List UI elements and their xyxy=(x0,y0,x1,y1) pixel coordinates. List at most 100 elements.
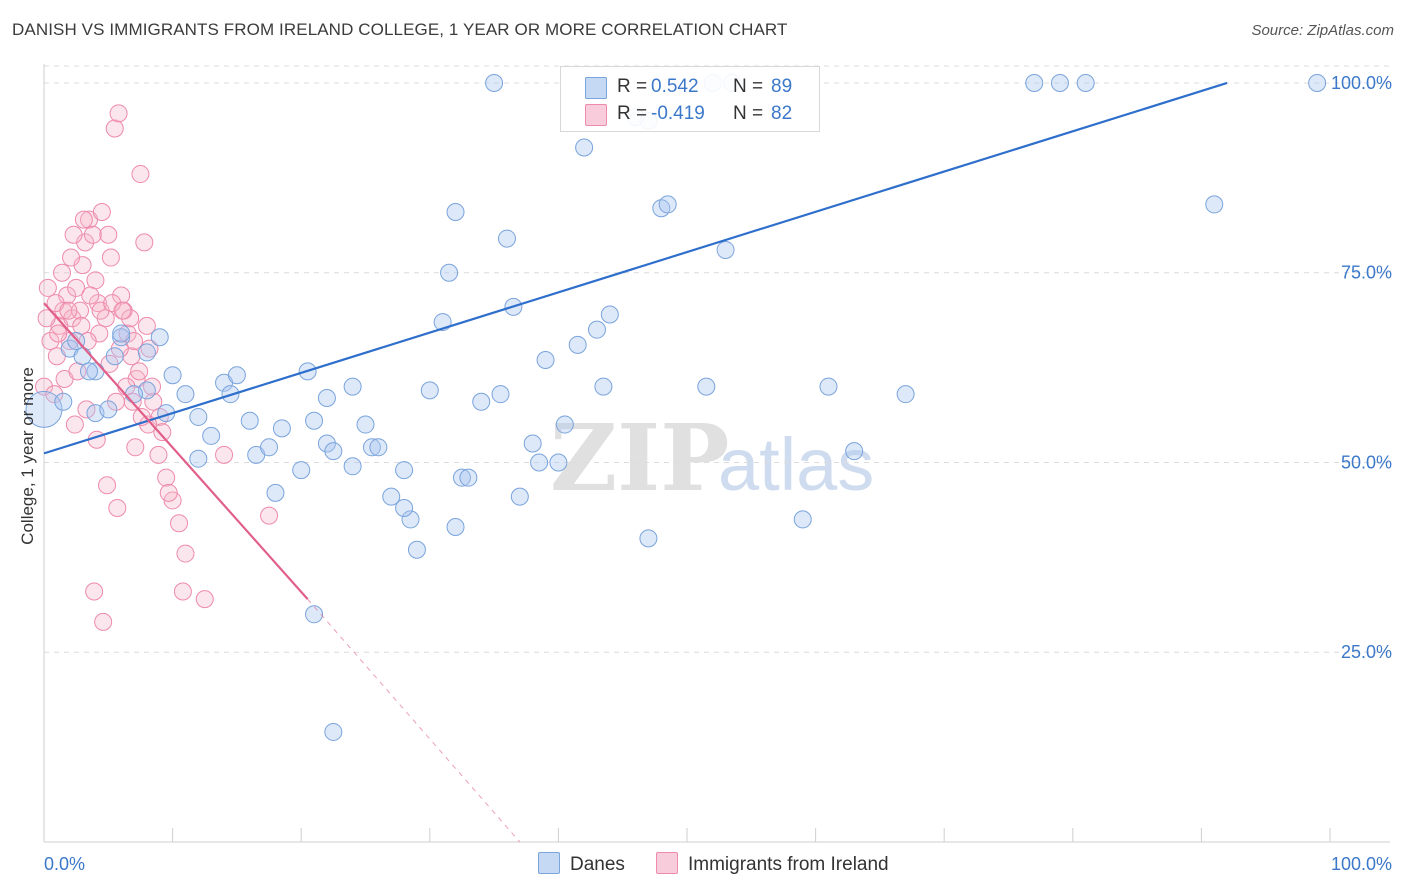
danes-point xyxy=(80,362,99,381)
ireland-point xyxy=(72,316,91,335)
danes-point xyxy=(549,453,568,472)
danes-point xyxy=(491,385,510,404)
ireland-point xyxy=(173,582,192,601)
y-tick-label: 25.0% xyxy=(1341,642,1392,662)
danes-r-value: 0.542 xyxy=(651,76,699,97)
ireland-point xyxy=(67,278,86,297)
ireland-point xyxy=(135,233,154,252)
ireland-point xyxy=(94,612,113,631)
danes-point xyxy=(112,328,131,347)
ireland-legend-swatch xyxy=(656,852,678,874)
ireland-point xyxy=(131,165,150,184)
ireland-point xyxy=(121,309,140,328)
danes-point xyxy=(395,461,414,480)
danes-point xyxy=(105,347,124,366)
danes-point xyxy=(575,138,594,157)
ireland-point xyxy=(38,278,57,297)
ireland-point xyxy=(74,210,93,229)
danes-point xyxy=(587,320,606,339)
danes-point xyxy=(73,347,92,366)
danes-point xyxy=(568,335,587,354)
ireland-point xyxy=(113,301,132,320)
y-axis-label: College, 1 year or more xyxy=(18,367,37,545)
ireland-point xyxy=(37,309,56,328)
danes-point xyxy=(1308,73,1327,92)
danes-n-label: N = xyxy=(733,76,764,97)
danes-point xyxy=(54,392,73,411)
ireland-point xyxy=(101,248,120,267)
ireland-point xyxy=(127,369,146,388)
bottom-legend-danes: Danes xyxy=(538,852,625,876)
ireland-point xyxy=(98,476,117,495)
ireland-point xyxy=(64,225,83,244)
ireland-point xyxy=(260,506,279,525)
ireland-point xyxy=(53,263,72,282)
y-tick-label: 50.0% xyxy=(1341,452,1392,472)
watermark-atlas: atlas xyxy=(718,423,874,506)
danes-r-label: R = xyxy=(617,76,648,97)
ireland-point xyxy=(35,377,53,396)
danes-point xyxy=(305,605,324,624)
ireland-point xyxy=(99,225,118,244)
danes-point xyxy=(227,366,246,385)
danes-point xyxy=(896,385,915,404)
chart-title: DANISH VS IMMIGRANTS FROM IRELAND COLLEG… xyxy=(12,20,788,39)
danes-point xyxy=(343,377,362,396)
ireland-point xyxy=(137,316,156,335)
ireland-trend-line xyxy=(43,302,309,600)
danes-point xyxy=(343,457,362,476)
ireland-point xyxy=(103,294,122,313)
correlation-legend: R = 0.542 N = 89 R = -0.419 N = 82 xyxy=(560,66,820,132)
danes-swatch xyxy=(585,77,607,99)
ireland-point xyxy=(41,332,60,351)
danes-point xyxy=(1076,73,1095,92)
danes-point xyxy=(594,377,613,396)
danes-point xyxy=(125,385,144,404)
danes-point xyxy=(112,324,131,343)
danes-point xyxy=(189,407,208,426)
ireland-point xyxy=(49,324,68,343)
ireland-point xyxy=(159,483,178,502)
danes-point xyxy=(452,468,471,487)
ireland-trend-extension xyxy=(307,598,521,843)
x-tick-label: 100.0% xyxy=(1331,854,1392,874)
danes-point xyxy=(137,343,156,362)
ireland-point xyxy=(157,468,176,487)
danes-point xyxy=(472,392,491,411)
danes-point xyxy=(317,434,336,453)
ireland-point xyxy=(126,438,145,457)
danes-point xyxy=(716,240,735,259)
danes-point xyxy=(530,453,549,472)
danes-point xyxy=(362,438,381,457)
danes-trend-line xyxy=(43,81,1228,455)
ireland-point xyxy=(92,203,111,222)
ireland-point xyxy=(176,544,195,563)
danes-point xyxy=(324,722,343,741)
danes-point xyxy=(176,385,195,404)
ireland-point xyxy=(109,104,128,123)
danes-point xyxy=(395,499,414,518)
ireland-n-label: N = xyxy=(733,103,764,124)
danes-point xyxy=(446,203,465,222)
ireland-point xyxy=(86,271,105,290)
danes-point xyxy=(266,483,285,502)
source-credit: Source: ZipAtlas.com xyxy=(1251,22,1394,39)
ireland-point xyxy=(77,400,96,419)
ireland-n-value: 82 xyxy=(771,103,793,124)
ireland-point xyxy=(170,514,189,533)
ireland-point xyxy=(89,294,108,313)
danes-point xyxy=(99,400,118,419)
ireland-r-label: R = xyxy=(617,103,648,124)
ireland-point xyxy=(65,415,84,434)
danes-point xyxy=(202,426,221,445)
danes-point xyxy=(1050,73,1069,92)
ireland-point xyxy=(81,286,100,305)
ireland-point xyxy=(112,286,131,305)
x-tick-label: 0.0% xyxy=(44,854,85,874)
danes-point xyxy=(317,388,336,407)
danes-point xyxy=(440,263,459,282)
danes-point xyxy=(163,366,182,385)
danes-point xyxy=(536,351,555,370)
danes-point xyxy=(401,510,420,529)
ireland-point xyxy=(153,423,172,442)
